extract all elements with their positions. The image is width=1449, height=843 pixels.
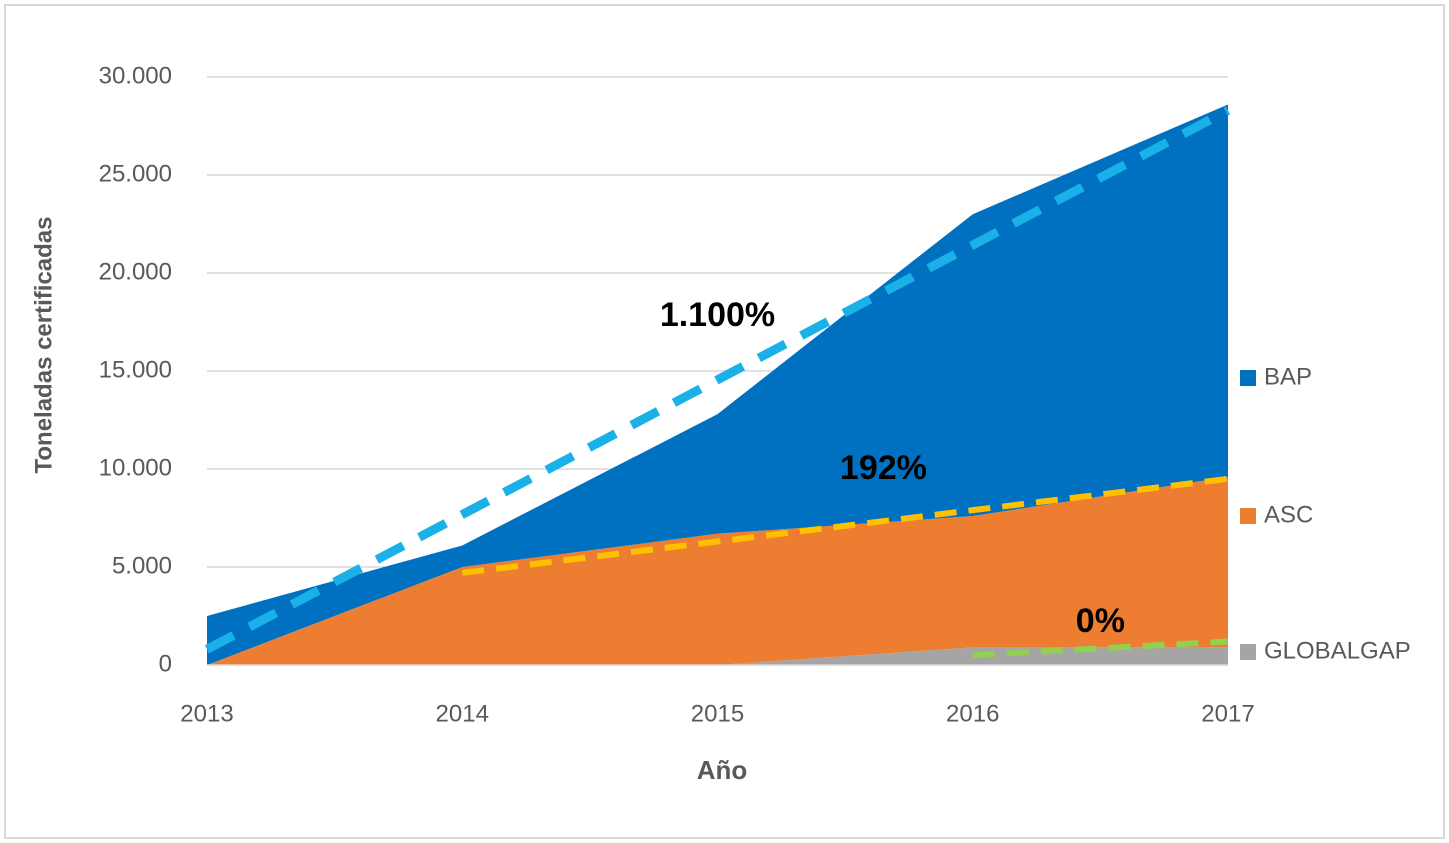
legend-label: ASC: [1264, 501, 1313, 528]
legend-swatch: [1240, 370, 1256, 386]
y-axis-title: Toneladas certificadas: [30, 217, 57, 474]
x-axis-title: Año: [697, 755, 748, 785]
trend-label: 192%: [840, 449, 927, 487]
y-tick-label: 0: [159, 650, 172, 677]
trend-line: [972, 638, 1229, 659]
x-tick-label: 2015: [691, 700, 744, 727]
y-tick-label: 10.000: [99, 454, 172, 481]
area: [207, 647, 1228, 665]
x-tick-label: 2016: [946, 700, 999, 727]
area: [207, 476, 1228, 665]
legend-swatch: [1240, 644, 1256, 660]
legend-label: GLOBALGAP: [1264, 637, 1411, 664]
trend-line: [461, 475, 1229, 576]
y-tick-label: 5.000: [112, 552, 172, 579]
x-tick-label: 2013: [180, 700, 233, 727]
y-tick-label: 15.000: [99, 356, 172, 383]
x-tick-label: 2014: [436, 700, 489, 727]
trend-label: 0%: [1076, 602, 1125, 640]
y-tick-label: 20.000: [99, 258, 172, 285]
legend-swatch: [1240, 508, 1256, 524]
trend-label: 1.100%: [660, 296, 775, 334]
trend-line: [204, 106, 1231, 654]
legend-label: BAP: [1264, 363, 1312, 390]
x-tick-label: 2017: [1201, 700, 1254, 727]
y-tick-label: 30.000: [99, 62, 172, 89]
y-tick-label: 25.000: [99, 160, 172, 187]
